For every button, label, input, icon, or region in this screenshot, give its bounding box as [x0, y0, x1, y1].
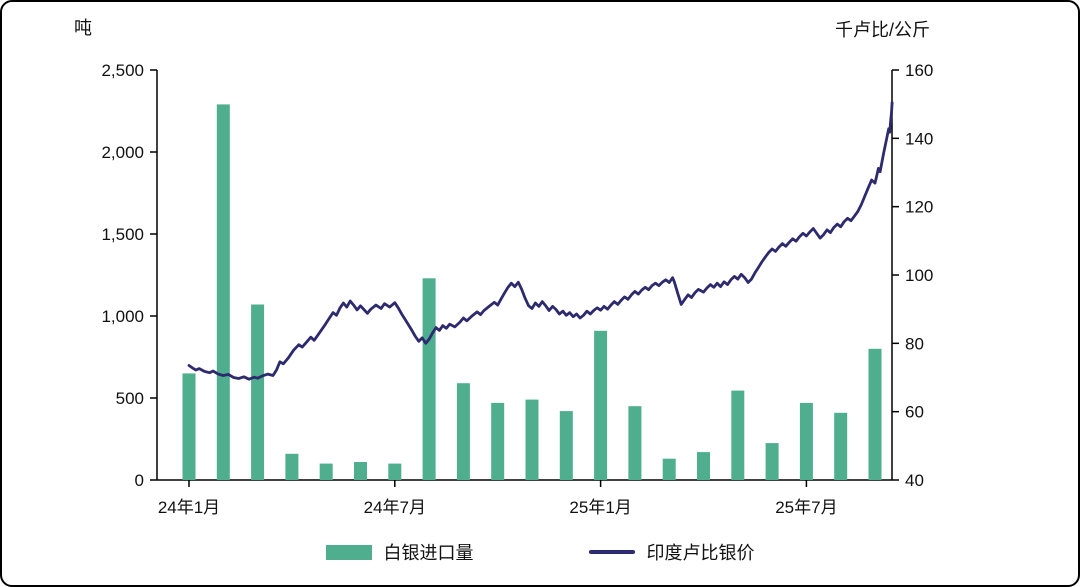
left-axis-title: 吨: [74, 18, 92, 38]
import-bar: [182, 373, 196, 480]
left-axis-tick-label: 2,500: [101, 61, 144, 80]
import-bar: [285, 453, 299, 480]
price-line: [187, 101, 894, 381]
right-axis-tick-label: 100: [905, 266, 933, 285]
legend-item-price: 印度卢比银价: [588, 539, 755, 565]
import-bar: [216, 104, 230, 481]
line-legend-swatch: [588, 550, 635, 554]
right-axis-tick-label: 40: [905, 471, 924, 490]
left-axis-tick-label: 1,000: [101, 307, 144, 326]
import-bar: [594, 330, 608, 480]
legend-item-imports: 白银进口量: [325, 539, 474, 565]
right-axis-title: 千卢比/公斤: [835, 20, 931, 40]
import-bar: [868, 348, 882, 480]
bar-legend-swatch: [325, 544, 372, 560]
import-bar: [628, 406, 642, 480]
right-axis-tick-label: 140: [905, 129, 933, 148]
import-bar: [559, 411, 573, 480]
x-axis-tick-label: 24年7月: [364, 498, 426, 517]
legend: 白银进口量 印度卢比银价: [2, 539, 1078, 565]
import-bar: [491, 402, 505, 480]
import-bar: [662, 458, 676, 480]
import-bar: [525, 399, 539, 480]
left-axis-tick-label: 1,500: [101, 225, 144, 244]
import-bar: [388, 463, 402, 480]
x-axis-tick-label: 25年7月: [775, 498, 837, 517]
right-axis-tick-label: 120: [905, 198, 933, 217]
import-bar: [354, 462, 367, 480]
import-bar: [834, 412, 848, 480]
right-axis-tick-label: 60: [905, 403, 924, 422]
x-axis-tick-label: 24年1月: [158, 498, 220, 517]
import-bar: [251, 304, 265, 480]
import-bar: [422, 278, 436, 480]
right-axis-tick-label: 160: [905, 61, 933, 80]
import-bar: [731, 390, 745, 480]
import-bar: [765, 443, 779, 480]
left-axis-tick-label: 500: [116, 389, 144, 408]
legend-label-price: 印度卢比银价: [646, 543, 755, 563]
legend-label-imports: 白银进口量: [383, 543, 474, 563]
import-bar: [697, 452, 710, 480]
import-bar: [319, 463, 333, 480]
left-axis-tick-label: 2,000: [101, 143, 144, 162]
import-bar: [799, 402, 813, 480]
right-axis-tick-label: 80: [905, 334, 924, 353]
import-bar: [456, 383, 470, 480]
x-axis-tick-label: 25年1月: [569, 498, 631, 517]
left-axis-tick-label: 0: [135, 471, 144, 490]
